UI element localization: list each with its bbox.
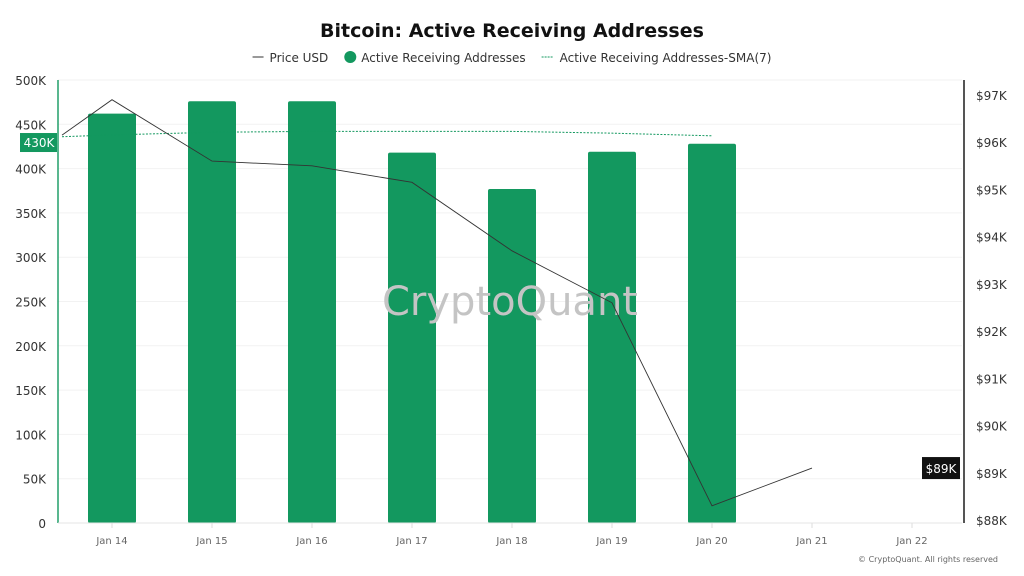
y-right-tick: $95K: [976, 183, 1008, 197]
x-tick-label: Jan 16: [295, 536, 327, 547]
y-left-tick: 450K: [15, 118, 47, 132]
y-left-tick: 500K: [15, 74, 47, 88]
bar-active-receiving-addresses[interactable]: [688, 143, 736, 524]
x-tick-label: Jan 14: [95, 536, 127, 547]
y-left-tick: 150K: [15, 384, 47, 398]
copyright: © CryptoQuant. All rights reserved: [858, 555, 998, 564]
right-value-badge: [922, 457, 960, 480]
y-left-tick: 250K: [15, 296, 47, 310]
legend-bar-swatch: [344, 51, 357, 63]
x-tick-label: Jan 18: [495, 536, 527, 547]
y-left-tick: 100K: [15, 428, 47, 442]
right-value-badge-label: $89K: [926, 462, 958, 476]
y-right-tick: $96K: [976, 136, 1008, 150]
x-tick-label: Jan 19: [595, 536, 627, 547]
y-left-tick: 350K: [15, 207, 47, 221]
legend-sma-label[interactable]: Active Receiving Addresses-SMA(7): [560, 51, 772, 65]
y-left-tick: 300K: [15, 251, 47, 265]
x-tick-label: Jan 20: [695, 536, 727, 547]
chart-title: Bitcoin: Active Receiving Addresses: [320, 20, 704, 42]
y-left-tick: 0: [38, 517, 46, 531]
bar-active-receiving-addresses[interactable]: [488, 188, 536, 523]
left-value-badge: [20, 133, 57, 153]
y-right-tick: $91K: [976, 372, 1008, 386]
y-right-tick: $90K: [976, 420, 1008, 434]
y-left-tick: 200K: [15, 340, 47, 354]
bar-active-receiving-addresses[interactable]: [188, 101, 236, 523]
watermark: CryptoQuant: [382, 279, 638, 325]
bar-active-receiving-addresses[interactable]: [88, 113, 136, 523]
y-right-tick: $93K: [976, 278, 1008, 292]
bar-active-receiving-addresses[interactable]: [288, 101, 336, 523]
bar-active-receiving-addresses[interactable]: [588, 151, 636, 524]
y-right-tick: $88K: [976, 514, 1008, 528]
legend: Price USD Active Receiving Addresses Act…: [252, 51, 772, 65]
bar-active-receiving-addresses[interactable]: [388, 152, 436, 524]
legend-bar-label[interactable]: Active Receiving Addresses: [361, 51, 525, 65]
legend-price-label[interactable]: Price USD: [270, 51, 329, 65]
left-value-badge-label: 430K: [24, 136, 56, 150]
x-tick-label: Jan 17: [395, 536, 427, 547]
sma-line: [61, 130, 713, 138]
y-left-tick: 400K: [15, 163, 47, 177]
y-right-tick: $94K: [976, 231, 1008, 245]
x-tick-label: Jan 21: [795, 536, 827, 547]
y-right-tick: $92K: [976, 325, 1008, 339]
x-tick-label: Jan 15: [195, 536, 227, 547]
x-tick-label: Jan 22: [895, 536, 927, 547]
price-line: [61, 99, 813, 507]
y-right-tick: $97K: [976, 89, 1008, 103]
y-right-tick: $89K: [976, 467, 1008, 481]
y-left-tick: 50K: [23, 473, 47, 487]
